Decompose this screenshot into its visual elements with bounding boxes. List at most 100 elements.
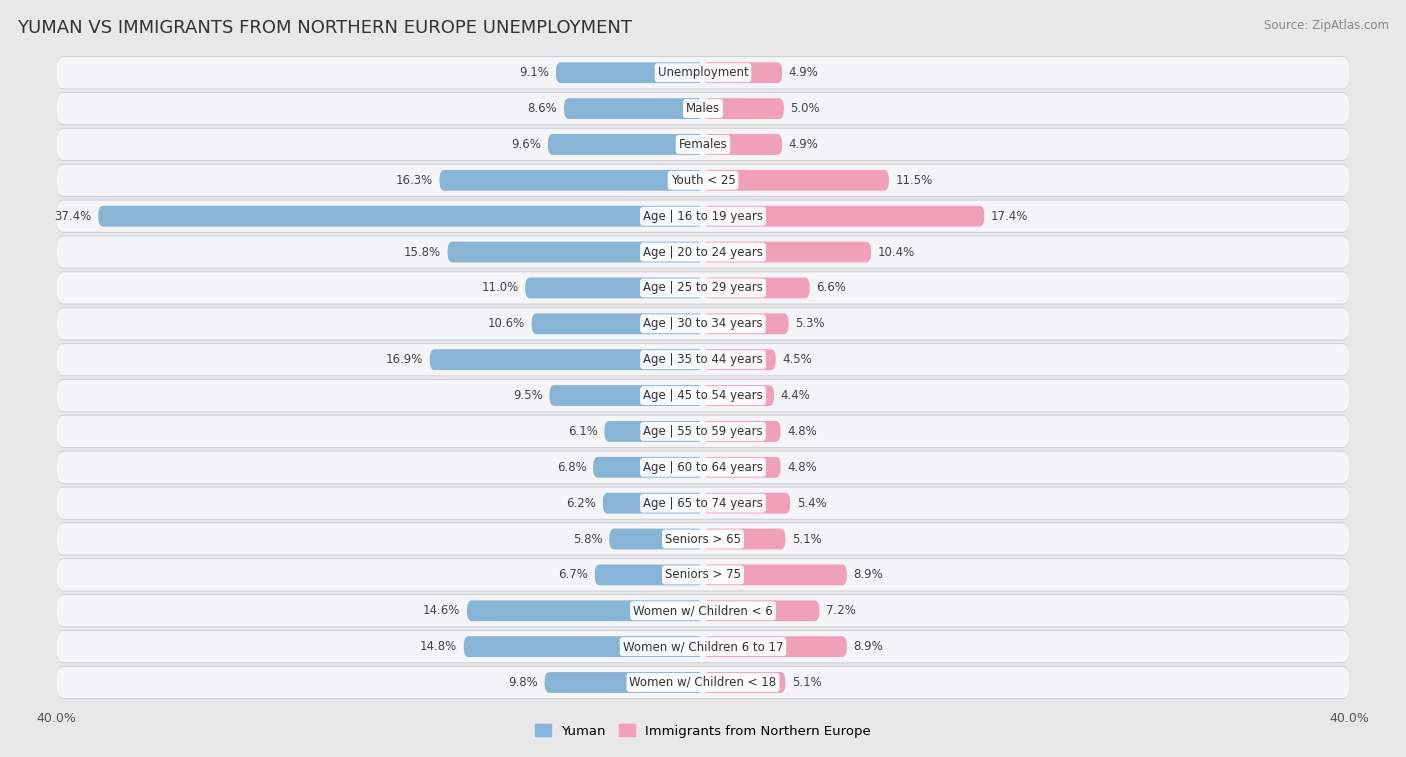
Text: 10.4%: 10.4% — [877, 245, 915, 259]
FancyBboxPatch shape — [56, 522, 1350, 556]
FancyBboxPatch shape — [703, 565, 846, 585]
Text: 4.8%: 4.8% — [787, 461, 817, 474]
FancyBboxPatch shape — [526, 278, 703, 298]
FancyBboxPatch shape — [703, 206, 984, 226]
Text: 9.5%: 9.5% — [513, 389, 543, 402]
FancyBboxPatch shape — [703, 421, 780, 442]
Text: Age | 60 to 64 years: Age | 60 to 64 years — [643, 461, 763, 474]
FancyBboxPatch shape — [56, 343, 1350, 376]
FancyBboxPatch shape — [703, 528, 786, 550]
FancyBboxPatch shape — [703, 349, 776, 370]
Text: Age | 30 to 34 years: Age | 30 to 34 years — [643, 317, 763, 330]
FancyBboxPatch shape — [605, 421, 703, 442]
FancyBboxPatch shape — [703, 313, 789, 334]
FancyBboxPatch shape — [464, 636, 703, 657]
Text: 8.9%: 8.9% — [853, 569, 883, 581]
Text: Women w/ Children < 6: Women w/ Children < 6 — [633, 604, 773, 617]
FancyBboxPatch shape — [56, 128, 1350, 161]
Text: 14.6%: 14.6% — [423, 604, 461, 617]
FancyBboxPatch shape — [703, 278, 810, 298]
FancyBboxPatch shape — [703, 62, 782, 83]
Text: Age | 55 to 59 years: Age | 55 to 59 years — [643, 425, 763, 438]
Text: 5.1%: 5.1% — [792, 532, 821, 546]
Text: 5.1%: 5.1% — [792, 676, 821, 689]
Text: 5.0%: 5.0% — [790, 102, 820, 115]
Text: Unemployment: Unemployment — [658, 66, 748, 79]
Text: 4.9%: 4.9% — [789, 138, 818, 151]
FancyBboxPatch shape — [56, 380, 1350, 411]
Legend: Yuman, Immigrants from Northern Europe: Yuman, Immigrants from Northern Europe — [530, 719, 876, 743]
FancyBboxPatch shape — [56, 344, 1350, 375]
FancyBboxPatch shape — [56, 631, 1350, 662]
Text: 4.4%: 4.4% — [780, 389, 810, 402]
FancyBboxPatch shape — [703, 134, 782, 155]
FancyBboxPatch shape — [56, 666, 1350, 699]
FancyBboxPatch shape — [703, 457, 780, 478]
FancyBboxPatch shape — [56, 307, 1350, 341]
FancyBboxPatch shape — [603, 493, 703, 513]
FancyBboxPatch shape — [56, 271, 1350, 304]
FancyBboxPatch shape — [56, 57, 1350, 89]
FancyBboxPatch shape — [56, 235, 1350, 269]
Text: 4.8%: 4.8% — [787, 425, 817, 438]
Text: Source: ZipAtlas.com: Source: ZipAtlas.com — [1264, 19, 1389, 32]
Text: 9.6%: 9.6% — [512, 138, 541, 151]
FancyBboxPatch shape — [56, 450, 1350, 484]
Text: 8.6%: 8.6% — [527, 102, 558, 115]
FancyBboxPatch shape — [703, 493, 790, 513]
FancyBboxPatch shape — [548, 134, 703, 155]
FancyBboxPatch shape — [555, 62, 703, 83]
FancyBboxPatch shape — [56, 595, 1350, 626]
Text: 5.8%: 5.8% — [574, 532, 603, 546]
Text: Age | 45 to 54 years: Age | 45 to 54 years — [643, 389, 763, 402]
Text: 16.9%: 16.9% — [385, 354, 423, 366]
Text: Seniors > 65: Seniors > 65 — [665, 532, 741, 546]
Text: Age | 65 to 74 years: Age | 65 to 74 years — [643, 497, 763, 509]
FancyBboxPatch shape — [56, 273, 1350, 304]
Text: 5.4%: 5.4% — [797, 497, 827, 509]
Text: 5.3%: 5.3% — [796, 317, 825, 330]
Text: 6.7%: 6.7% — [558, 569, 588, 581]
Text: Age | 35 to 44 years: Age | 35 to 44 years — [643, 354, 763, 366]
FancyBboxPatch shape — [703, 385, 775, 406]
Text: Males: Males — [686, 102, 720, 115]
FancyBboxPatch shape — [56, 92, 1350, 125]
FancyBboxPatch shape — [56, 594, 1350, 628]
FancyBboxPatch shape — [595, 565, 703, 585]
Text: 4.9%: 4.9% — [789, 66, 818, 79]
FancyBboxPatch shape — [467, 600, 703, 621]
FancyBboxPatch shape — [544, 672, 703, 693]
Text: 6.6%: 6.6% — [815, 282, 846, 294]
FancyBboxPatch shape — [56, 165, 1350, 196]
FancyBboxPatch shape — [550, 385, 703, 406]
FancyBboxPatch shape — [564, 98, 703, 119]
Text: 9.1%: 9.1% — [520, 66, 550, 79]
Text: 8.9%: 8.9% — [853, 640, 883, 653]
Text: Females: Females — [679, 138, 727, 151]
Text: 6.1%: 6.1% — [568, 425, 598, 438]
Text: 4.5%: 4.5% — [782, 354, 813, 366]
FancyBboxPatch shape — [56, 129, 1350, 160]
FancyBboxPatch shape — [56, 201, 1350, 232]
Text: 9.8%: 9.8% — [509, 676, 538, 689]
FancyBboxPatch shape — [703, 672, 786, 693]
Text: 11.0%: 11.0% — [481, 282, 519, 294]
FancyBboxPatch shape — [703, 170, 889, 191]
FancyBboxPatch shape — [56, 93, 1350, 124]
Text: Seniors > 75: Seniors > 75 — [665, 569, 741, 581]
FancyBboxPatch shape — [56, 416, 1350, 447]
FancyBboxPatch shape — [56, 630, 1350, 663]
Text: 6.2%: 6.2% — [567, 497, 596, 509]
FancyBboxPatch shape — [430, 349, 703, 370]
FancyBboxPatch shape — [56, 415, 1350, 448]
Text: 15.8%: 15.8% — [404, 245, 441, 259]
FancyBboxPatch shape — [56, 378, 1350, 413]
FancyBboxPatch shape — [447, 241, 703, 263]
Text: 10.6%: 10.6% — [488, 317, 526, 330]
FancyBboxPatch shape — [703, 98, 785, 119]
Text: 14.8%: 14.8% — [420, 640, 457, 653]
FancyBboxPatch shape — [56, 487, 1350, 520]
Text: Age | 16 to 19 years: Age | 16 to 19 years — [643, 210, 763, 223]
FancyBboxPatch shape — [531, 313, 703, 334]
FancyBboxPatch shape — [56, 56, 1350, 89]
